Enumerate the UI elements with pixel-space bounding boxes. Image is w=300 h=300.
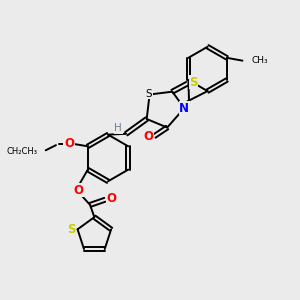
Text: O: O (106, 192, 116, 205)
Text: O: O (74, 184, 84, 196)
Text: S: S (146, 89, 152, 99)
Text: H: H (114, 123, 122, 133)
Text: O: O (64, 137, 74, 150)
Text: CH₃: CH₃ (251, 56, 268, 65)
Text: S: S (67, 223, 76, 236)
Text: O: O (143, 130, 153, 143)
Text: CH₂CH₃: CH₂CH₃ (7, 148, 38, 157)
Text: S: S (189, 76, 198, 89)
Text: N: N (179, 102, 189, 115)
